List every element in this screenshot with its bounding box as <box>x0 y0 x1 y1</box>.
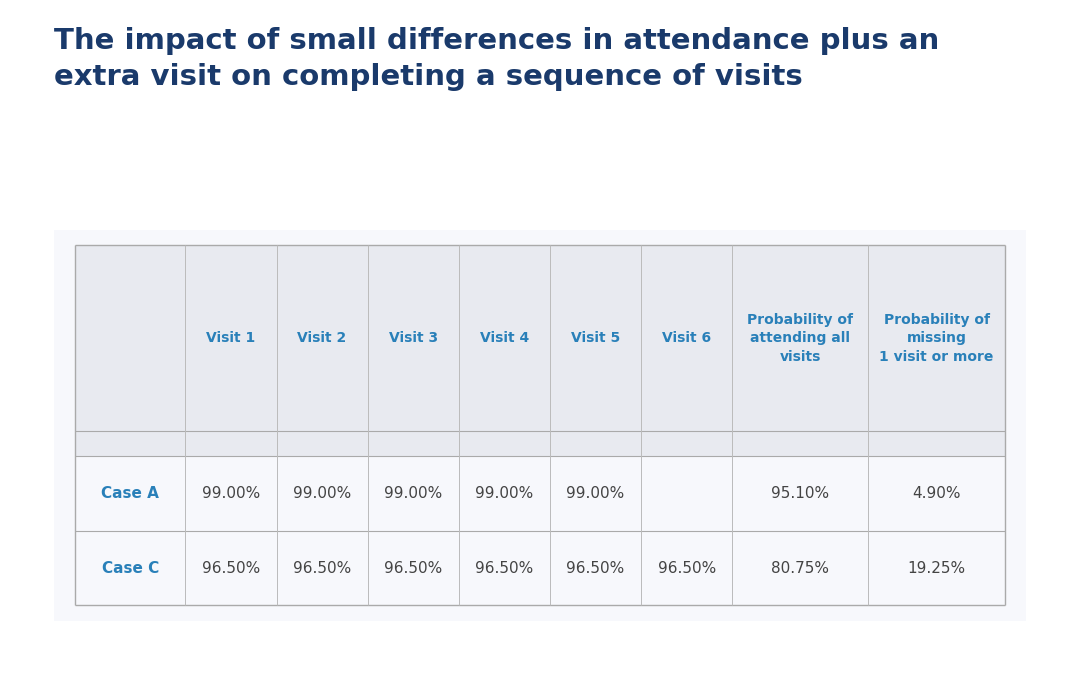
Text: 96.50%: 96.50% <box>566 560 624 576</box>
Text: Case C: Case C <box>102 560 159 576</box>
Text: 96.50%: 96.50% <box>202 560 260 576</box>
Text: Probability of
missing
1 visit or more: Probability of missing 1 visit or more <box>879 313 994 364</box>
Text: 99.00%: 99.00% <box>202 486 260 501</box>
Text: Visit 3: Visit 3 <box>389 331 437 346</box>
Text: 95.10%: 95.10% <box>771 486 829 501</box>
Text: 96.50%: 96.50% <box>384 560 443 576</box>
Text: Visit 1: Visit 1 <box>206 331 256 346</box>
Text: Case A: Case A <box>102 486 160 501</box>
Text: 96.50%: 96.50% <box>658 560 716 576</box>
Text: 99.00%: 99.00% <box>384 486 443 501</box>
Text: Visit 2: Visit 2 <box>297 331 347 346</box>
Text: 96.50%: 96.50% <box>475 560 534 576</box>
Text: 19.25%: 19.25% <box>907 560 966 576</box>
Text: 99.00%: 99.00% <box>293 486 351 501</box>
Text: 4.90%: 4.90% <box>913 486 961 501</box>
Bar <box>76 245 1004 431</box>
Text: 80.75%: 80.75% <box>771 560 829 576</box>
Bar <box>76 431 1004 456</box>
Text: 99.00%: 99.00% <box>475 486 534 501</box>
Text: 96.50%: 96.50% <box>293 560 351 576</box>
Text: Visit 6: Visit 6 <box>662 331 712 346</box>
Text: The impact of small differences in attendance plus an
extra visit on completing : The impact of small differences in atten… <box>54 27 940 90</box>
Text: 99.00%: 99.00% <box>566 486 624 501</box>
Text: Probability of
attending all
visits: Probability of attending all visits <box>747 313 853 364</box>
Text: Visit 5: Visit 5 <box>571 331 620 346</box>
FancyBboxPatch shape <box>46 226 1034 624</box>
Text: Visit 4: Visit 4 <box>480 331 529 346</box>
